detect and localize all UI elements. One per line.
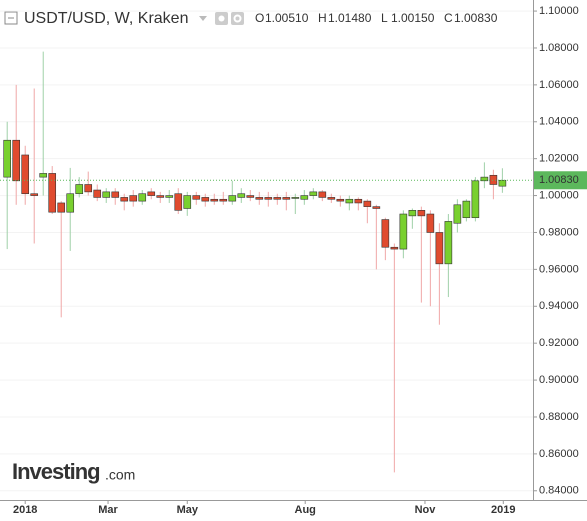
- candle-body: [282, 197, 291, 200]
- x-tick-label: Mar: [98, 504, 118, 516]
- candles: [3, 51, 507, 473]
- candle-body: [246, 195, 255, 198]
- candle-body: [300, 195, 309, 200]
- candle-body: [138, 193, 147, 202]
- candle-body: [93, 189, 102, 198]
- y-tick-label: 0.86000: [539, 448, 579, 460]
- y-tick-label: 0.88000: [539, 411, 579, 423]
- candle-body: [444, 221, 453, 265]
- logo-main: Investing: [12, 459, 100, 484]
- candle-body: [336, 198, 345, 202]
- ohlc-key: L: [381, 11, 388, 25]
- candle-body: [102, 191, 111, 198]
- y-tick-label: 0.94000: [539, 300, 579, 312]
- candle-body: [183, 195, 192, 209]
- y-tick-label: 0.90000: [539, 374, 579, 386]
- y-tick-label: 0.84000: [539, 485, 579, 497]
- ohlc-value: 1.00830: [454, 11, 498, 25]
- candle-body: [237, 193, 246, 198]
- candle-body: [426, 213, 435, 233]
- y-tick-label: 1.10000: [539, 5, 579, 17]
- ohlc-key: C: [444, 11, 453, 25]
- candle-body: [327, 197, 336, 200]
- candle-body: [192, 195, 201, 200]
- y-tick-label: 0.98000: [539, 226, 579, 238]
- candle-body: [417, 210, 426, 217]
- candle-body: [345, 198, 354, 204]
- symbol: USDT/USD, W, Kraken: [24, 10, 188, 27]
- candle-body: [480, 176, 489, 182]
- candle-body: [381, 219, 390, 248]
- ohlc-value: 1.00510: [265, 11, 309, 25]
- candle-body: [309, 191, 318, 196]
- x-tick-label: 2019: [491, 504, 515, 516]
- candle-body: [66, 193, 75, 213]
- candle-body: [318, 191, 327, 198]
- visibility-icon-eye: [218, 15, 225, 22]
- candle-body: [30, 193, 39, 196]
- candle-body: [201, 197, 210, 202]
- candle-body: [390, 246, 399, 250]
- candle-body: [165, 195, 174, 198]
- candle-body: [255, 197, 264, 200]
- candle-body: [453, 204, 462, 224]
- candle-body: [147, 191, 156, 196]
- ohlc-value: 1.01480: [328, 11, 372, 25]
- y-tick-label: 0.96000: [539, 263, 579, 275]
- candle-body: [273, 197, 282, 200]
- candle-body: [21, 154, 30, 195]
- y-tick-label: 1.00000: [539, 189, 579, 201]
- candle-body: [111, 191, 120, 198]
- candle-body: [3, 139, 12, 178]
- y-tick-label: 1.04000: [539, 116, 579, 128]
- last-price-box: [534, 171, 587, 190]
- x-tick-label: 2018: [13, 504, 37, 516]
- candle-body: [39, 173, 48, 178]
- candle-body: [129, 195, 138, 202]
- candle-body: [354, 198, 363, 204]
- x-tick-label: Nov: [415, 504, 437, 516]
- candle-body: [408, 210, 417, 217]
- candle-body: [264, 197, 273, 200]
- logo-suffix: .com: [105, 467, 135, 483]
- candle-body: [12, 139, 21, 182]
- grid: [0, 10, 533, 492]
- candle-body: [174, 193, 183, 211]
- last-price-label: 1.00830: [539, 174, 579, 186]
- candle-body: [399, 213, 408, 250]
- candle-body: [48, 173, 57, 213]
- settings-icon[interactable]: [231, 12, 244, 25]
- candle-body: [210, 198, 219, 202]
- y-tick-label: 1.08000: [539, 42, 579, 54]
- candle-body: [228, 195, 237, 202]
- x-tick-label: May: [177, 504, 199, 516]
- candle-body: [435, 232, 444, 265]
- ohlc-key: H: [318, 11, 327, 25]
- logo: Investing .com: [12, 459, 135, 484]
- settings-icon-gear: [233, 14, 242, 23]
- candle-body: [372, 206, 381, 209]
- y-tick-label: 1.06000: [539, 79, 579, 91]
- ohlc-key: O: [255, 11, 264, 25]
- y-tick-label: 0.92000: [539, 337, 579, 349]
- candle-body: [156, 195, 165, 198]
- legend-header: USDT/USD, W, Kraken O 1.00510 H 1.01480 L 1.0…: [4, 10, 498, 27]
- candle-body: [498, 179, 507, 187]
- candle-body: [57, 202, 66, 213]
- candle-body: [291, 197, 300, 199]
- candle-body: [462, 200, 471, 219]
- candle-body: [471, 180, 480, 219]
- candle-body: [75, 184, 84, 195]
- candle-body: [363, 200, 372, 207]
- candle-body: [219, 198, 228, 202]
- x-tick-label: Aug: [295, 504, 316, 516]
- y-tick-label: 1.02000: [539, 153, 579, 165]
- ohlc-value: 1.00150: [391, 11, 435, 25]
- dropdown-arrow[interactable]: [199, 16, 207, 21]
- candle-body: [120, 197, 129, 202]
- candle-body: [84, 184, 93, 193]
